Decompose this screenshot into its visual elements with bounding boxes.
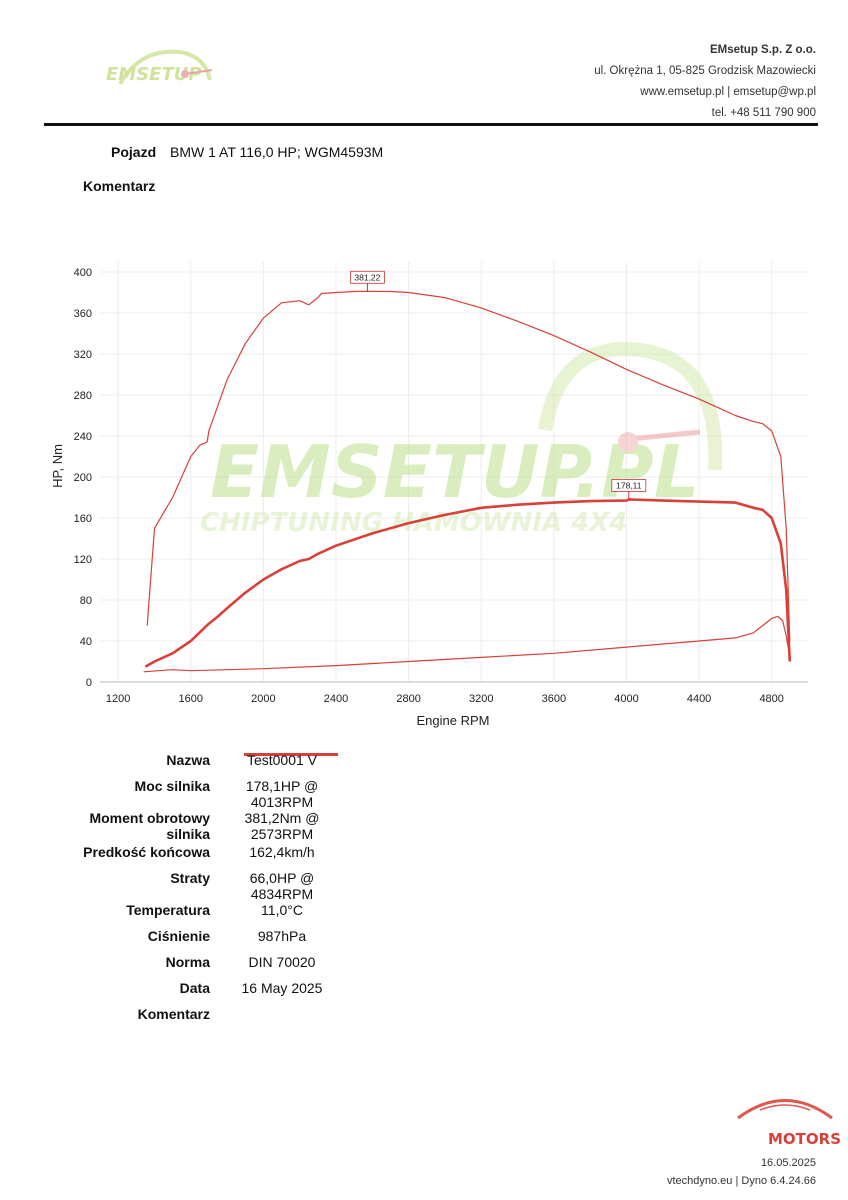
result-row: Moment obrotowy silnika 381,2Nm @ 2573RPM [80, 810, 342, 844]
chart-grid [100, 262, 808, 683]
watermark-needle-hub [618, 432, 638, 452]
company-address: ul. Okrężna 1, 05-825 Grodzisk Mazowieck… [594, 65, 816, 77]
company-logo: EMSETUP [106, 49, 213, 85]
result-row: Data 16 May 2025 [80, 980, 342, 1006]
result-value: 162,4km/h [249, 844, 315, 860]
result-value: 16 May 2025 [241, 980, 323, 996]
result-row: Temperatura 11,0°C [80, 902, 342, 928]
company-web-email: www.emsetup.pl | emsetup@wp.pl [640, 86, 816, 98]
vehicle-value: BMW 1 AT 116,0 HP; WGM4593M [170, 144, 384, 160]
y-tick-label: 400 [74, 267, 92, 279]
torque-curve [146, 290, 791, 642]
power-curve [144, 498, 792, 668]
result-value: Test0001 V [246, 752, 318, 768]
x-axis-label: Engine RPM [417, 713, 490, 728]
x-tick-label: 1200 [106, 693, 130, 705]
legend-swatch [244, 753, 338, 756]
result-row: Nazwa Test0001 V [80, 752, 342, 778]
x-tick-label: 2400 [324, 693, 348, 705]
result-row: Norma DIN 70020 [80, 954, 342, 980]
chart-series [143, 290, 792, 673]
company-name: EMsetup S.p. Z o.o. [709, 44, 816, 56]
y-tick-label: 200 [74, 472, 92, 484]
result-row: Predkość końcowa 162,4km/h [80, 844, 342, 870]
result-value: 11,0°C [261, 902, 303, 918]
x-tick-label: 4000 [614, 693, 638, 705]
y-tick-label: 280 [74, 390, 92, 402]
watermark-arc [538, 342, 723, 471]
footer-software: vtechdyno.eu | Dyno 6.4.24.66 [666, 1175, 816, 1187]
result-value: 987hPa [257, 928, 307, 944]
result-row: Ciśnienie 987hPa [80, 928, 342, 954]
result-label: Norma [165, 954, 210, 970]
x-tick-label: 2800 [396, 693, 420, 705]
footer: 16.05.2025 vtechdyno.eu | Dyno 6.4.24.66 [667, 1154, 816, 1190]
results-table: Nazwa Test0001 V Moc silnika 178,1HP @ 4013… [80, 752, 342, 1032]
company-phone: tel. +48 511 790 900 [711, 107, 816, 119]
x-tick-label: 4400 [687, 693, 711, 705]
vehicle-row: Pojazd BMW 1 AT 116,0 HP; WGM4593M [111, 144, 383, 160]
result-label: Ciśnienie [147, 928, 210, 944]
chart-annotations: 381,22 178,11 [350, 270, 647, 500]
y-tick-label: 240 [74, 431, 92, 443]
result-row: Komentarz [80, 1006, 342, 1032]
losses-curve [143, 615, 791, 673]
x-tick-label: 1600 [179, 693, 203, 705]
header-divider [44, 123, 818, 126]
result-value: DIN 70020 [248, 954, 316, 970]
annotation-label: 381,22 [354, 272, 380, 282]
result-row: Moc silnika 178,1HP @ 4013RPM [80, 778, 342, 810]
dyno-chart: EMSETUP.PL CHIPTUNING HAMOWNIA 4X4 0 40 80… [50, 262, 808, 728]
vehicle-label: Pojazd [111, 144, 157, 160]
svg-text:EMSETUP: EMSETUP [106, 64, 202, 85]
result-label: Moment obrotowy silnika [89, 810, 210, 842]
footer-date: 16.05.2025 [760, 1157, 816, 1169]
result-value: 178,1HP @ 4013RPM [245, 778, 319, 810]
comment-top-label: Komentarz [83, 178, 156, 194]
watermark: EMSETUP.PL CHIPTUNING HAMOWNIA 4X4 [200, 342, 723, 538]
y-tick-label: 160 [74, 513, 92, 525]
annotation-box [350, 270, 385, 284]
motors-text: MOTORS [768, 1130, 840, 1148]
result-label: Komentarz [137, 1006, 210, 1022]
result-value: 66,0HP @ 4834RPM [249, 870, 315, 902]
result-label: Predkość końcowa [83, 844, 210, 860]
y-tick-label: 360 [74, 308, 92, 320]
y-tick-label: 80 [80, 595, 92, 607]
x-tick-label: 2000 [251, 693, 275, 705]
x-tick-label: 3600 [542, 693, 566, 705]
x-tick-label: 3200 [469, 693, 493, 705]
result-label: Nazwa [166, 752, 210, 768]
y-tick-label: 40 [80, 636, 92, 648]
result-label: Data [179, 980, 210, 996]
y-tick-label: 0 [86, 677, 92, 689]
result-value: 381,2Nm @ 2573RPM [244, 810, 320, 842]
company-info: EMsetup S.p. Z o.o. ul. Okrężna 1, 05-82… [594, 40, 816, 124]
result-label: Straty [170, 870, 210, 886]
result-label: Temperatura [126, 902, 210, 918]
x-tick-label: 4800 [759, 693, 783, 705]
annotation-label: 178,11 [616, 480, 642, 490]
y-tick-label: 320 [74, 349, 92, 361]
result-row: Straty 66,0HP @ 4834RPM [80, 870, 342, 902]
annotation-box [611, 479, 647, 492]
result-label: Moc silnika [134, 778, 210, 794]
motors-logo: MOTORS [737, 1099, 840, 1148]
chart-axes: 0 40 80 120 160 200 240 280 320 360 400 1200 1600 200… [74, 267, 808, 705]
result-value [222, 1006, 342, 1032]
y-axis-label: HP, Nm [50, 444, 65, 488]
y-tick-label: 120 [74, 554, 92, 566]
